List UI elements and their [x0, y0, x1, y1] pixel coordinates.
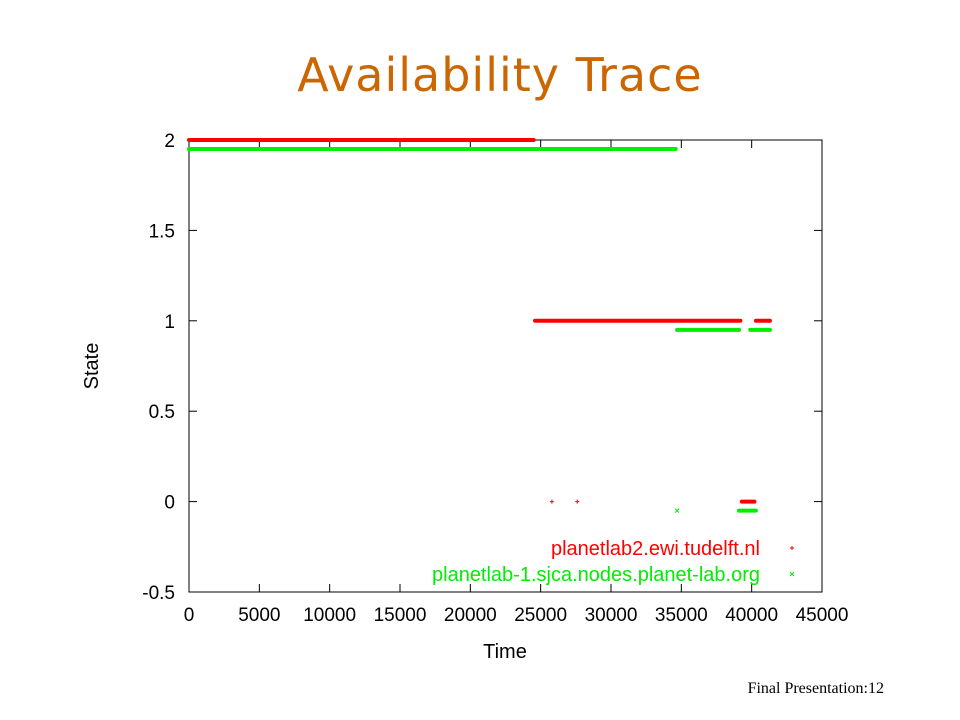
plot-frame [188, 139, 823, 593]
data-point [674, 508, 680, 513]
series-layer [187, 138, 772, 513]
series-1 [187, 147, 772, 513]
legend: planetlab2.ewi.tudelft.nl planetlab-1.sjc… [432, 538, 795, 586]
y-tick-label: 1.5 [149, 221, 175, 242]
legend-label: planetlab-1.sjca.nodes.planet-lab.org [432, 564, 760, 586]
x-tick-label: 40000 [725, 605, 778, 626]
x-tick-label: 25000 [514, 605, 567, 626]
series-0 [187, 138, 772, 504]
x-tick-label: 20000 [444, 605, 497, 626]
slide-footer: Final Presentation:12 [747, 680, 884, 697]
x-tick-label: 35000 [655, 605, 708, 626]
x-tick-label: 10000 [303, 605, 356, 626]
legend-label: planetlab2.ewi.tudelft.nl [551, 538, 760, 560]
y-tick-label: 2 [164, 131, 175, 152]
y-tick-label: 1 [164, 312, 175, 333]
y-axis-label: State [81, 343, 103, 390]
x-axis-label: Time [483, 641, 527, 663]
data-point [575, 499, 580, 504]
x-tick-label: 5000 [238, 605, 280, 626]
x-tick-label: 30000 [585, 605, 638, 626]
y-tick-label: -0.5 [142, 583, 175, 604]
y-tick-label: 0.5 [149, 402, 175, 423]
legend-marker [789, 571, 795, 577]
x-tick-label: 15000 [374, 605, 427, 626]
x-tick-label: 45000 [796, 605, 849, 626]
slide-title: Availability Trace [297, 48, 703, 102]
x-tick-label: 0 [184, 605, 195, 626]
axis-ticks: 0 5000 10000 15000 20000 25000 30000 35000 40000… [142, 131, 848, 626]
legend-marker [790, 546, 794, 550]
data-point [549, 499, 554, 504]
y-tick-label: 0 [164, 493, 175, 514]
